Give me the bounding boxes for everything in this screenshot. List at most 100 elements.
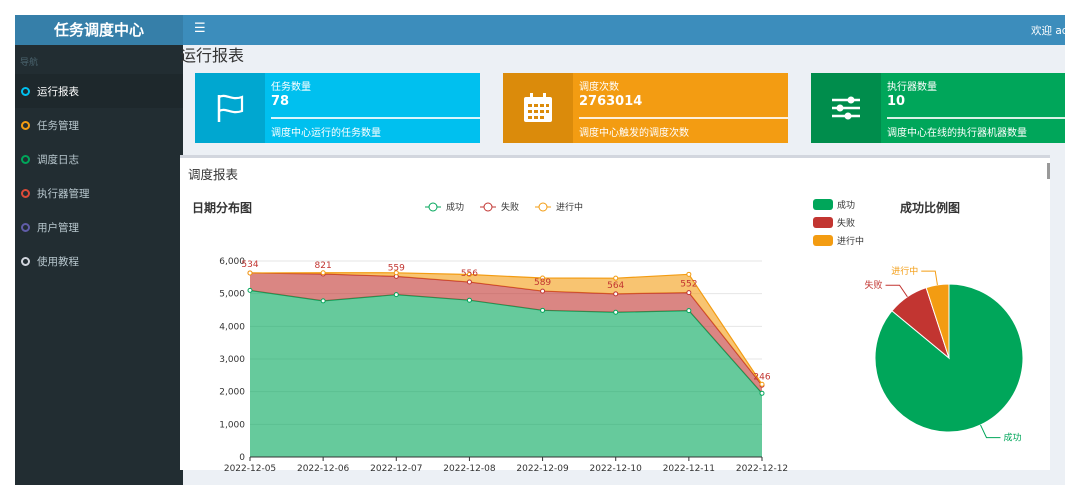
- data-point[interactable]: [320, 270, 326, 276]
- data-point[interactable]: [393, 292, 399, 298]
- x-tick-label: 2022-12-11: [663, 464, 715, 473]
- sidebar-item[interactable]: 运行报表: [15, 74, 183, 108]
- sidebar: 任务调度中心 导航 运行报表任务管理调度日志执行器管理用户管理使用教程: [15, 15, 183, 485]
- info-box: 调度次数 2763014 调度中心触发的调度次数: [503, 73, 788, 143]
- data-point[interactable]: [540, 307, 546, 313]
- data-point[interactable]: [686, 271, 692, 277]
- data-point[interactable]: [759, 381, 765, 387]
- report-title: 调度报表: [188, 167, 239, 182]
- legend-label[interactable]: 失败: [837, 217, 855, 229]
- data-point[interactable]: [613, 309, 619, 315]
- legend-swatch[interactable]: [813, 199, 833, 210]
- pie-label-line: [980, 424, 1001, 439]
- x-tick-label: 2022-12-09: [516, 464, 569, 473]
- y-tick-label: 6,000: [219, 257, 245, 267]
- data-point[interactable]: [686, 290, 692, 296]
- data-point[interactable]: [247, 270, 253, 276]
- y-tick-label: 1,000: [219, 420, 245, 430]
- legend-label[interactable]: 失败: [501, 201, 519, 213]
- circle-icon: [21, 188, 30, 198]
- info-box-title: 执行器数量: [887, 82, 937, 93]
- info-box-description: 调度中心运行的任务数量: [271, 128, 381, 139]
- pie-label: 进行中: [891, 265, 918, 277]
- data-point[interactable]: [613, 291, 619, 297]
- circle-icon: [21, 222, 30, 232]
- data-point[interactable]: [393, 270, 399, 276]
- pie-label-line: [885, 284, 908, 298]
- brand-logo[interactable]: 任务调度中心: [15, 15, 183, 45]
- sidebar-item-label: 调度日志: [37, 153, 79, 166]
- data-label: 589: [534, 278, 551, 288]
- sliders-icon: [811, 73, 881, 143]
- data-point[interactable]: [466, 279, 472, 285]
- progress-divider: [579, 117, 788, 119]
- sidebar-item[interactable]: 任务管理: [15, 108, 183, 142]
- report-panel: 调度报表 日期分布图 成功比例图 0 1,000 2,000 3,000 4,000 5,…: [180, 155, 1050, 473]
- pie-chart-title: 成功比例图: [900, 201, 961, 215]
- legend-marker[interactable]: [538, 202, 548, 212]
- sidebar-item[interactable]: 使用教程: [15, 244, 183, 278]
- sidebar-item-label: 用户管理: [37, 221, 79, 234]
- y-tick-label: 0: [239, 453, 245, 463]
- sidebar-item-label: 任务管理: [37, 119, 79, 132]
- legend-marker[interactable]: [428, 202, 438, 212]
- legend-swatch[interactable]: [813, 217, 833, 228]
- sidebar-item[interactable]: 用户管理: [15, 210, 183, 244]
- legend-label[interactable]: 进行中: [556, 201, 583, 213]
- data-point[interactable]: [540, 275, 546, 281]
- info-box-number: 2763014: [579, 94, 643, 109]
- page-title: 运行报表: [180, 46, 245, 65]
- data-label: 552: [680, 280, 697, 290]
- y-tick-label: 4,000: [219, 322, 245, 332]
- progress-divider: [271, 117, 480, 119]
- info-box-number: 10: [887, 94, 906, 109]
- x-tick-label: 2022-12-05: [224, 464, 276, 473]
- info-box-description: 调度中心触发的调度次数: [579, 128, 689, 139]
- line-chart-title: 日期分布图: [192, 201, 253, 215]
- nav-header: 导航: [20, 58, 39, 68]
- series-line: [249, 272, 763, 385]
- legend-label[interactable]: 成功: [446, 201, 464, 213]
- legend-label[interactable]: 成功: [837, 199, 855, 211]
- data-label: 246: [753, 372, 770, 382]
- sidebar-item-label: 运行报表: [37, 85, 79, 98]
- sidebar-item[interactable]: 调度日志: [15, 142, 183, 176]
- menu-toggle-icon[interactable]: ☰: [194, 21, 206, 36]
- info-box: 任务数量 78 调度中心运行的任务数量: [195, 73, 480, 143]
- x-tick-label: 2022-12-12: [736, 464, 788, 473]
- scrollbar[interactable]: [1047, 163, 1050, 179]
- x-tick-label: 2022-12-06: [297, 464, 350, 473]
- sidebar-item-label: 使用教程: [37, 255, 79, 268]
- data-point[interactable]: [613, 275, 619, 281]
- legend-swatch[interactable]: [813, 235, 833, 246]
- sidebar-item-label: 执行器管理: [37, 187, 90, 200]
- info-box-title: 任务数量: [271, 82, 311, 93]
- data-point[interactable]: [686, 308, 692, 314]
- data-point[interactable]: [247, 287, 253, 293]
- y-tick-label: 3,000: [219, 355, 245, 365]
- sidebar-item[interactable]: 执行器管理: [15, 176, 183, 210]
- data-label: 556: [461, 269, 478, 279]
- data-label: 559: [388, 263, 405, 273]
- series-area: [250, 272, 762, 394]
- legend-label[interactable]: 进行中: [837, 235, 864, 247]
- data-point[interactable]: [759, 390, 765, 396]
- data-point[interactable]: [466, 272, 472, 278]
- calendar-icon: [503, 73, 573, 143]
- data-point[interactable]: [466, 297, 472, 303]
- info-box-number: 78: [271, 94, 290, 109]
- pie-label: 成功: [1003, 432, 1021, 444]
- flag-icon: [195, 73, 265, 143]
- circle-icon: [21, 154, 30, 164]
- circle-icon: [21, 86, 30, 96]
- legend-marker[interactable]: [483, 202, 493, 212]
- data-point[interactable]: [540, 288, 546, 294]
- data-point[interactable]: [320, 298, 326, 304]
- series-area: [250, 290, 762, 457]
- info-box-title: 调度次数: [579, 82, 619, 93]
- welcome-user[interactable]: 欢迎 admin: [1031, 25, 1065, 37]
- pie-slice[interactable]: [925, 283, 950, 359]
- circle-icon: [21, 256, 30, 266]
